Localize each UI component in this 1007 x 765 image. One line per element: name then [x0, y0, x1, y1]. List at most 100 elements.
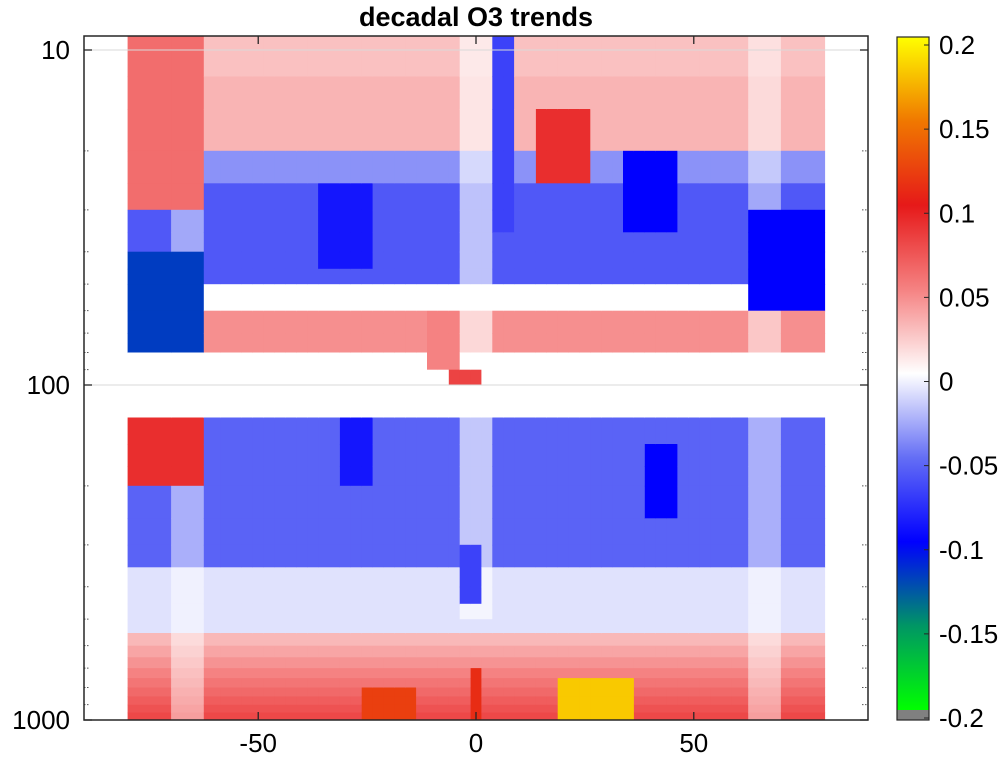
heatmap-cell [666, 704, 679, 714]
heatmap-cell [459, 567, 472, 588]
heatmap-cell [710, 485, 722, 519]
heatmap-cell [437, 36, 450, 78]
heatmap-cell [383, 633, 395, 647]
heatmap-cell [699, 633, 711, 647]
heatmap-cell [721, 678, 733, 689]
heatmap-cell [394, 696, 406, 706]
heatmap-cell [437, 696, 450, 706]
heatmap-cell [470, 333, 483, 354]
heatmap-cell [721, 645, 733, 658]
heatmap-cell [503, 36, 515, 78]
heatmap-cell [318, 76, 330, 110]
heatmap-cell [710, 518, 722, 546]
heatmap-cell [274, 619, 287, 634]
heatmap-cell [481, 36, 493, 78]
heatmap-cell [416, 232, 428, 253]
heatmap-cell [612, 333, 624, 354]
heatmap-cell [416, 109, 428, 152]
heatmap-cell [710, 645, 722, 658]
heatmap-cell [579, 544, 591, 568]
heatmap-cell [748, 333, 782, 354]
heatmap-cell [688, 268, 700, 285]
heatmap-cell [361, 466, 374, 487]
heatmap-cell [590, 466, 602, 487]
heatmap-cell [492, 544, 504, 568]
colorbar-tick-label: -0.15 [939, 619, 998, 649]
heatmap-cell [546, 567, 559, 588]
heatmap-cell [171, 444, 205, 467]
heatmap-cell [372, 633, 385, 647]
heatmap-cell [579, 678, 591, 689]
heatmap-cell [546, 696, 559, 706]
heatmap-cell [263, 150, 276, 184]
heatmap-cell [503, 417, 515, 445]
heatmap-cell [329, 150, 341, 184]
heatmap-cell [459, 76, 472, 110]
heatmap-cell [699, 76, 711, 110]
heatmap-cell [437, 586, 450, 605]
heatmap-cell [372, 645, 385, 658]
heatmap-cell [459, 268, 472, 285]
heatmap-cell [557, 603, 570, 620]
heatmap-cell [285, 209, 297, 233]
heatmap-cell [241, 712, 254, 720]
heatmap-cell [601, 150, 613, 184]
heatmap-cell [721, 369, 733, 386]
colorbar-ticks [924, 44, 929, 719]
heatmap-cell [329, 284, 341, 312]
heatmap-cell [590, 369, 602, 386]
heatmap-cell [372, 668, 385, 679]
heatmap-cell [492, 310, 504, 334]
heatmap-cell [633, 76, 646, 110]
heatmap-cell [127, 417, 172, 445]
heatmap-cell [721, 657, 733, 669]
heatmap-cell [699, 687, 711, 697]
heatmap-cell [546, 310, 559, 334]
heatmap-cell [568, 603, 581, 620]
heatmap-cell [503, 268, 515, 285]
heatmap-cell [274, 109, 287, 152]
heatmap-cell [655, 109, 668, 152]
heatmap-cell [448, 466, 461, 487]
heatmap-cell [748, 109, 782, 152]
heatmap-cell [263, 183, 276, 211]
heatmap-cell [633, 109, 646, 152]
heatmap-cell [481, 385, 493, 419]
heatmap-cell [171, 385, 205, 419]
heatmap-cell [666, 150, 679, 184]
heatmap-cell [361, 619, 374, 634]
heatmap-cell [307, 385, 319, 419]
heatmap-cell [699, 466, 711, 487]
heatmap-cell [731, 417, 749, 445]
heatmap-cell [546, 76, 559, 110]
heatmap-cell [492, 485, 504, 519]
heatmap-cell [623, 544, 635, 568]
heatmap-cell [666, 633, 679, 647]
heatmap-cell [339, 544, 352, 568]
heatmap-cell [350, 668, 363, 679]
heatmap-cell [459, 232, 472, 253]
heatmap-cell [666, 586, 679, 605]
heatmap-cell [285, 567, 297, 588]
heatmap-cell [525, 567, 537, 588]
heatmap-cell [601, 645, 613, 658]
heatmap-cell [383, 619, 395, 634]
heatmap-cell [394, 633, 406, 647]
heatmap-cell [470, 678, 483, 689]
heatmap-cell [780, 76, 826, 110]
heatmap-cell [372, 385, 385, 419]
heatmap-cell [655, 268, 668, 285]
heatmap-cell [633, 657, 646, 669]
heatmap-cell [568, 518, 581, 546]
heatmap-cell [688, 704, 700, 714]
heatmap-cell [644, 619, 657, 634]
heatmap-cell [127, 444, 172, 467]
heatmap-cell [372, 657, 385, 669]
heatmap-cell [329, 712, 341, 720]
heatmap-cell [688, 668, 700, 679]
heatmap-cell [296, 36, 308, 78]
heatmap-cell [405, 485, 417, 519]
heatmap-cell [633, 567, 646, 588]
heatmap-cell [339, 109, 352, 152]
heatmap-cell [503, 678, 515, 689]
